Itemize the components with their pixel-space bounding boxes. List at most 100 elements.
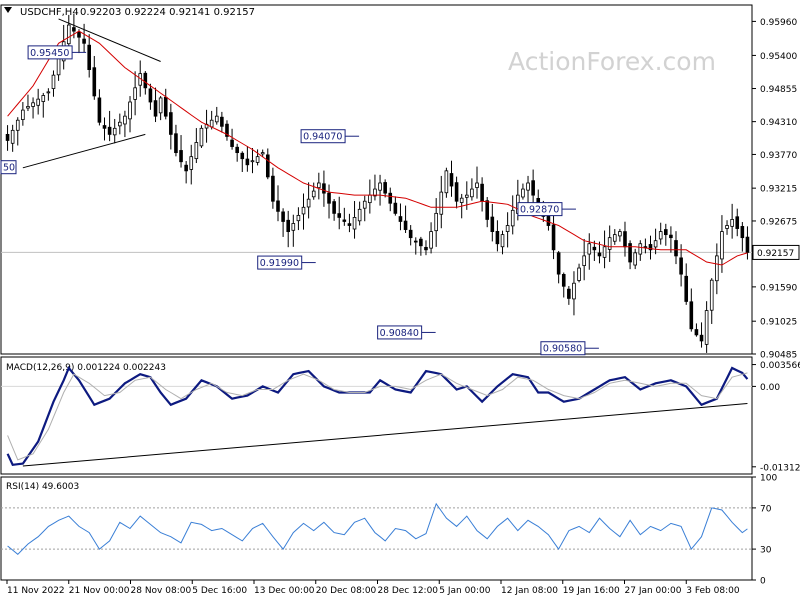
candle-body <box>521 188 525 198</box>
candle-body <box>684 275 689 302</box>
candle-body <box>664 229 668 236</box>
x-tick-label: 11 Nov 2022 <box>7 586 65 596</box>
candle-body <box>112 127 117 136</box>
candle-body <box>220 116 224 127</box>
macd-y-tick-label: -0.013125 <box>760 463 800 473</box>
candle-body <box>628 243 632 263</box>
candle-body <box>322 183 326 194</box>
candle-body <box>260 152 265 155</box>
candle-body <box>623 231 627 248</box>
price-annotation-label: 50 <box>3 163 15 174</box>
price-annotation-box <box>0 160 17 175</box>
candle-body <box>715 255 719 282</box>
candle-body <box>56 58 61 76</box>
candle-body <box>444 170 449 194</box>
x-tick-label: 28 Nov 08:00 <box>131 586 192 596</box>
candle-body <box>485 200 490 220</box>
candle-body <box>403 220 408 230</box>
candle-body <box>674 240 678 257</box>
candle-body <box>495 230 500 245</box>
candle-body <box>720 231 724 260</box>
candle-body <box>5 133 10 141</box>
rsi-title: RSI(14) 49.6003 <box>6 482 79 492</box>
candle-body <box>199 127 204 147</box>
candle-body <box>464 194 469 198</box>
candle-body <box>46 91 51 94</box>
x-tick-label: 19 Jan 16:00 <box>563 586 620 596</box>
price-annotation-label: 0.92870 <box>520 205 559 216</box>
price-y-tick-label: 0.90485 <box>760 351 797 361</box>
x-tick-label: 27 Jan 00:00 <box>625 586 682 596</box>
candle-body <box>572 282 576 300</box>
pane-frame-3 <box>0 476 753 581</box>
candle-body <box>454 182 459 202</box>
candle-body <box>240 152 245 160</box>
candle-body <box>306 198 311 208</box>
candle-body <box>373 188 377 197</box>
candle-body <box>66 24 71 45</box>
candle-body <box>531 180 535 196</box>
candle-body <box>26 106 30 109</box>
candle-body <box>174 133 178 154</box>
candle-body <box>337 213 342 218</box>
candle-body <box>490 216 495 232</box>
candle-body <box>439 191 444 215</box>
candle-body <box>107 126 112 135</box>
macd-y-tick-label: 0.003566 <box>760 361 800 371</box>
candle-body <box>413 240 418 243</box>
candle-body <box>648 244 653 251</box>
candle-body <box>250 160 255 163</box>
candle-body <box>510 209 515 227</box>
candle-body <box>709 279 714 311</box>
candle-body <box>332 201 336 214</box>
candle-body <box>429 231 433 249</box>
candle-body <box>158 97 163 114</box>
candle-body <box>291 223 296 231</box>
candle-body <box>235 146 239 154</box>
candle-body <box>475 182 479 188</box>
price-y-tick-label: 0.94310 <box>760 118 797 128</box>
price-annotation-label: 0.90840 <box>380 328 419 339</box>
candle-body <box>342 219 347 222</box>
collapse-triangle-icon[interactable] <box>4 7 12 13</box>
candle-body <box>51 74 56 89</box>
candle-body <box>72 27 76 32</box>
candle-body <box>169 112 173 135</box>
candle-body <box>383 182 387 194</box>
candle-body <box>612 234 617 242</box>
candle-body <box>102 125 107 129</box>
x-tick-label: 5 Jan 00:00 <box>439 586 491 596</box>
x-tick-label: 20 Dec 08:00 <box>316 586 377 596</box>
candle-body <box>597 252 602 257</box>
price-annotation-label: 0.95450 <box>30 48 69 59</box>
price-y-tick-label: 0.94855 <box>760 85 797 95</box>
x-tick-label: 13 Dec 00:00 <box>254 586 315 596</box>
price-y-tick-label: 0.91025 <box>760 318 797 328</box>
candle-body <box>77 31 81 38</box>
candle-body <box>480 183 484 202</box>
candle-body <box>730 219 734 227</box>
candle-body <box>118 121 122 127</box>
candle-body <box>296 214 301 222</box>
candle-body <box>689 301 694 330</box>
x-tick-label: 28 Dec 12:00 <box>378 586 439 596</box>
price-annotation-label: 0.90580 <box>543 344 582 355</box>
candle-body <box>265 154 270 178</box>
rsi-y-tick-label: 0 <box>760 577 766 587</box>
candle-body <box>424 246 428 251</box>
pane-frame-2 <box>0 356 753 475</box>
candle-body <box>546 215 551 226</box>
candle-body <box>699 334 704 342</box>
candle-body <box>286 219 291 232</box>
candle-body <box>36 98 40 106</box>
candle-body <box>163 96 168 117</box>
price-y-tick-label: 0.95400 <box>760 52 797 62</box>
candle-body <box>551 224 556 251</box>
current-price-tag <box>752 244 800 260</box>
candle-body <box>602 246 607 258</box>
candle-body <box>694 329 699 336</box>
candle-body <box>214 115 219 123</box>
candle-body <box>505 225 510 232</box>
